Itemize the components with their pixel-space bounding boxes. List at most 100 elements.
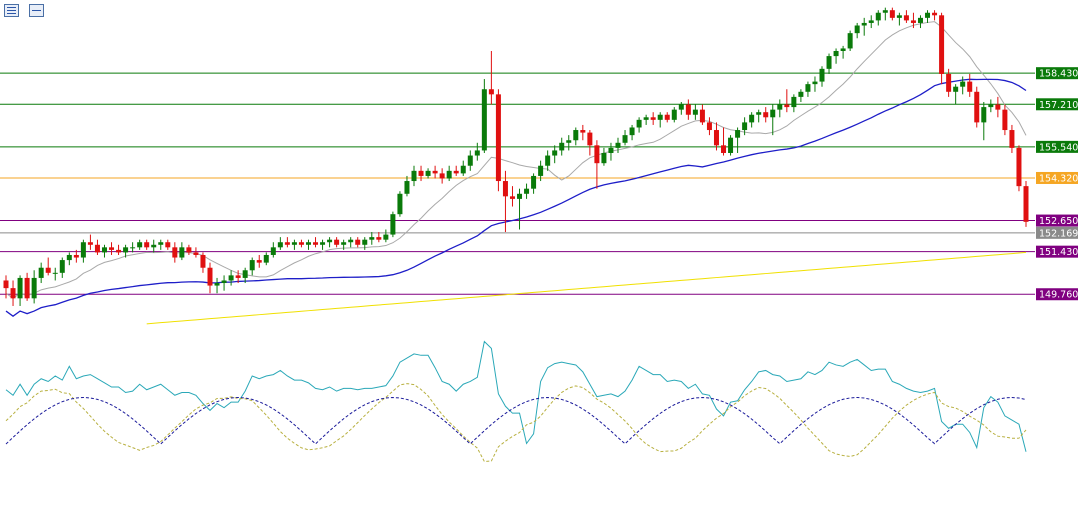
oscillator-line — [5, 383, 1027, 463]
candle-body — [974, 91, 980, 123]
candle-body — [524, 188, 530, 194]
candle-body — [664, 114, 670, 120]
candle-body — [812, 81, 818, 85]
candle-body — [917, 17, 923, 23]
candle-body — [24, 277, 30, 299]
candle-body — [896, 15, 902, 18]
candle-body — [116, 249, 122, 253]
candle-body — [742, 122, 748, 131]
candle-body — [200, 254, 206, 268]
candle-body — [425, 170, 431, 176]
candle-body — [123, 247, 129, 253]
candle-body — [706, 122, 712, 131]
candle-body — [481, 89, 487, 151]
candle-body — [277, 242, 283, 248]
candle-body — [692, 109, 698, 115]
candle-body — [404, 181, 410, 194]
list-view-icon[interactable] — [4, 4, 19, 17]
price-label-box — [1036, 67, 1078, 80]
candle-body — [805, 84, 811, 92]
oscillator-line — [5, 396, 1027, 445]
candle-body — [509, 196, 515, 199]
candle-body — [903, 15, 909, 21]
price-label-box — [1036, 245, 1078, 258]
candle-body — [17, 277, 23, 299]
candle-body — [538, 165, 544, 176]
candle-body — [291, 242, 297, 245]
candle-body — [981, 107, 987, 123]
chart-properties-icon[interactable] — [29, 4, 44, 17]
candle-body — [439, 173, 445, 179]
candle-body — [875, 12, 881, 21]
candle-body — [777, 104, 783, 110]
candle-body — [432, 170, 438, 174]
candle-body — [235, 275, 241, 278]
candle-body — [643, 117, 649, 120]
candle-body — [889, 10, 895, 18]
candle-body — [327, 239, 333, 243]
candle-body — [390, 214, 396, 235]
candle-body — [713, 130, 719, 146]
candle-body — [418, 170, 424, 176]
candle-body — [376, 237, 382, 240]
candle-body — [946, 73, 952, 92]
candle-body — [1023, 186, 1029, 222]
price-axis-labels: 158.430 157.210 155.540 154.320 152.650152.1… — [1036, 67, 1078, 301]
candle-body — [882, 10, 888, 13]
candlesticks — [3, 7, 1029, 306]
candle-body — [59, 260, 65, 273]
price-label-box — [1036, 171, 1078, 184]
candle-body — [488, 89, 494, 95]
candle-body — [601, 152, 607, 164]
price-label: 152.169 — [1039, 228, 1078, 239]
candle-body — [495, 94, 501, 182]
oscillator-line — [5, 340, 1027, 452]
candle-body — [988, 104, 994, 108]
candle-body — [833, 50, 839, 57]
candle-body — [411, 170, 417, 182]
candle-body — [629, 127, 635, 136]
candle-body — [80, 242, 86, 258]
candle-body — [861, 22, 867, 26]
candle-body — [355, 239, 361, 245]
price-label-box — [1036, 214, 1078, 227]
candle-body — [73, 254, 79, 258]
candle-body — [531, 175, 537, 189]
candle-body — [270, 247, 276, 255]
candle-body — [101, 247, 107, 253]
price-label: 149.760 — [1039, 290, 1078, 301]
candle-body — [573, 130, 579, 141]
candle-body — [460, 165, 466, 174]
price-label: 155.540 — [1039, 142, 1078, 153]
candle-body — [939, 15, 945, 74]
candle-body — [228, 275, 234, 281]
candle-body — [995, 104, 1001, 110]
candle-body — [193, 252, 199, 255]
candle-body — [3, 280, 9, 289]
candle-body — [130, 247, 136, 249]
price-label: 151.430 — [1039, 247, 1078, 258]
candle-body — [66, 254, 72, 261]
candle-body — [910, 20, 916, 23]
candle-body — [854, 25, 860, 34]
candle-body — [699, 109, 705, 123]
oscillator-panel — [5, 340, 1027, 463]
candle-body — [397, 193, 403, 215]
candle-body — [784, 104, 790, 108]
price-label: 154.320 — [1039, 173, 1078, 184]
candle-body — [446, 170, 452, 179]
candle-body — [284, 242, 290, 245]
candle-body — [87, 242, 93, 245]
candle-body — [770, 109, 776, 118]
candle-body — [671, 109, 677, 120]
candle-body — [517, 193, 523, 199]
candle-body — [10, 288, 16, 299]
candle-body — [45, 267, 51, 273]
candle-body — [38, 267, 44, 278]
moving-average-line — [5, 21, 1027, 299]
candle-body — [31, 277, 37, 299]
price-label-box — [1036, 140, 1078, 153]
candle-body — [298, 242, 304, 245]
candle-body — [847, 33, 853, 49]
